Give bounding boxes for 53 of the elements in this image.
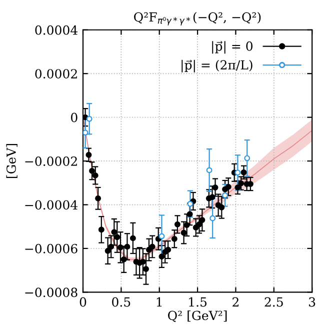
x-axis-title: Q² [GeV²]	[168, 310, 227, 322]
point	[184, 222, 190, 228]
point	[114, 234, 120, 240]
point	[240, 169, 247, 176]
point	[218, 204, 225, 210]
legend-label: |p⃗| = (2π/L)	[182, 60, 252, 72]
point	[149, 244, 156, 250]
point	[111, 229, 118, 236]
x-tick-label: 0	[80, 297, 86, 307]
point	[244, 155, 250, 162]
point	[165, 246, 172, 253]
y-tick-label: −0.0004	[25, 200, 78, 210]
point	[143, 266, 149, 272]
y-tick-label: −0.0006	[25, 244, 78, 254]
point	[92, 172, 98, 178]
point	[199, 217, 206, 224]
point	[238, 180, 244, 186]
point	[210, 215, 216, 222]
x-tick-label: 1.5	[189, 297, 207, 307]
x-tick-label: 2.5	[264, 297, 283, 307]
x-tick-label: 2	[232, 297, 238, 307]
y-tick-label: −0.0002	[25, 156, 77, 166]
point	[108, 244, 114, 250]
y-axis-title: [GeV]	[6, 144, 18, 178]
point	[89, 168, 95, 174]
point	[86, 152, 92, 158]
point	[206, 167, 212, 174]
point	[225, 184, 232, 190]
point	[234, 170, 241, 176]
point	[118, 244, 124, 250]
point	[171, 236, 178, 242]
point	[212, 184, 218, 190]
y-tick-label: 0.0002	[35, 69, 77, 79]
point	[98, 226, 104, 233]
point	[104, 248, 111, 254]
point	[130, 235, 136, 242]
legend-label: |p⃗| = 0	[212, 41, 252, 54]
x-tick-label: 1	[156, 297, 162, 307]
point	[86, 116, 92, 122]
x-tick-label: 3	[309, 297, 316, 307]
point	[83, 130, 88, 136]
x-tick-label: 0.5	[112, 297, 130, 307]
y-tick-label: 0	[71, 112, 78, 122]
point	[180, 230, 187, 236]
point	[196, 221, 202, 228]
point	[120, 256, 127, 262]
chart-title: Q²F$_{π⁰γ*γ*}$(−Q², −Q²)	[134, 12, 261, 26]
point	[95, 195, 102, 202]
y-tick-label: 0.0004	[35, 25, 78, 35]
y-tick-label: −0.0008	[25, 288, 78, 298]
point	[174, 221, 180, 228]
point	[158, 233, 165, 240]
point	[124, 244, 130, 250]
